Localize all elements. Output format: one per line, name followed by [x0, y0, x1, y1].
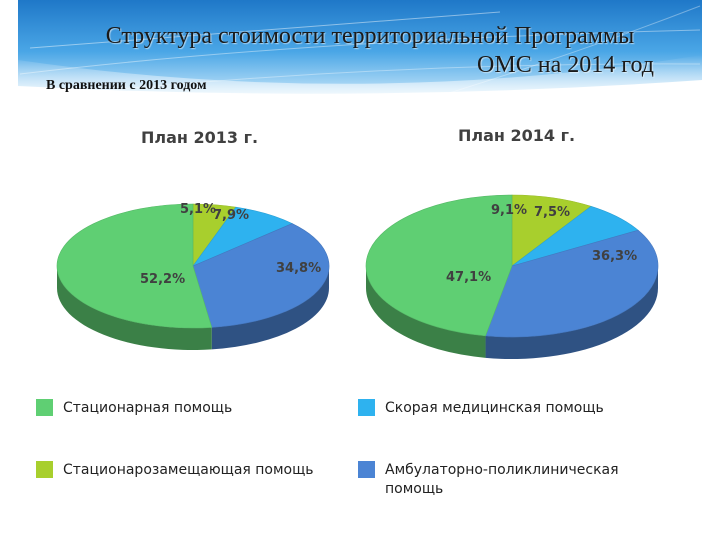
- legend-item: Амбулаторно-поликлиническая помощь: [358, 461, 658, 499]
- data-label-0-3: 34,8%: [276, 261, 321, 276]
- pie-slice-1-1: [511, 194, 592, 267]
- pie-side-1-3: [485, 266, 658, 359]
- pie-side-0-3: [211, 266, 329, 350]
- legend-label: Амбулаторно-поликлиническая помощь: [385, 462, 619, 497]
- data-label-1-3: 36,3%: [592, 249, 637, 264]
- legend-item: Скорая медицинская помощь: [358, 399, 658, 418]
- pie-chart-0: 52,2% 5,1%7,9% 34,8%: [56, 202, 330, 350]
- title-line-2: ОМС на 2014 год: [477, 52, 654, 78]
- chart-title-2014: План 2014 г.: [458, 126, 576, 145]
- pie-slice-0-3: [192, 223, 330, 328]
- legend-swatch: [36, 399, 53, 416]
- pie-chart-1: 47,1% 9,1% 7,5% 36,3%: [365, 194, 659, 359]
- pie-charts: 52,2% 5,1%7,9% 34,8% 47,1% 9,1% 7,5% 36,3%: [56, 194, 659, 359]
- data-label-0-0: 52,2%: [140, 272, 185, 287]
- data-label-1-0: 47,1%: [446, 270, 491, 285]
- data-label-0-2: 7,9%: [213, 208, 249, 223]
- pie-side-0-0: [57, 266, 212, 350]
- legend-label: Скорая медицинская помощь: [385, 400, 604, 416]
- page-title: Структура стоимости территориальной Прог…: [0, 22, 720, 80]
- title-line-1: Структура стоимости территориальной Прог…: [105, 23, 635, 49]
- legend-label: Стационарная помощь: [63, 400, 233, 416]
- legend-label: Стационарозамещающая помощь: [63, 462, 314, 478]
- legend-item: Стационарная помощь: [36, 399, 336, 418]
- legend-item: Стационарозамещающая помощь: [36, 461, 336, 480]
- header-band: Структура стоимости территориальной Прог…: [0, 0, 720, 108]
- pie-slice-1-0: [365, 194, 513, 337]
- data-label-1-2: 7,5%: [534, 205, 570, 220]
- pie-slice-0-0: [56, 203, 213, 329]
- data-label-0-1: 5,1%: [180, 202, 216, 217]
- data-label-1-1: 9,1%: [491, 203, 527, 218]
- pie-side-1-0: [366, 266, 486, 358]
- subtitle: В сравнении с 2013 годом: [46, 78, 207, 93]
- chart-title-2013: План 2013 г.: [141, 128, 259, 147]
- legend-swatch: [358, 461, 375, 478]
- legend-swatch: [358, 399, 375, 416]
- legend-swatch: [36, 461, 53, 478]
- pie-slice-1-3: [485, 229, 659, 338]
- header-background: [18, 0, 702, 108]
